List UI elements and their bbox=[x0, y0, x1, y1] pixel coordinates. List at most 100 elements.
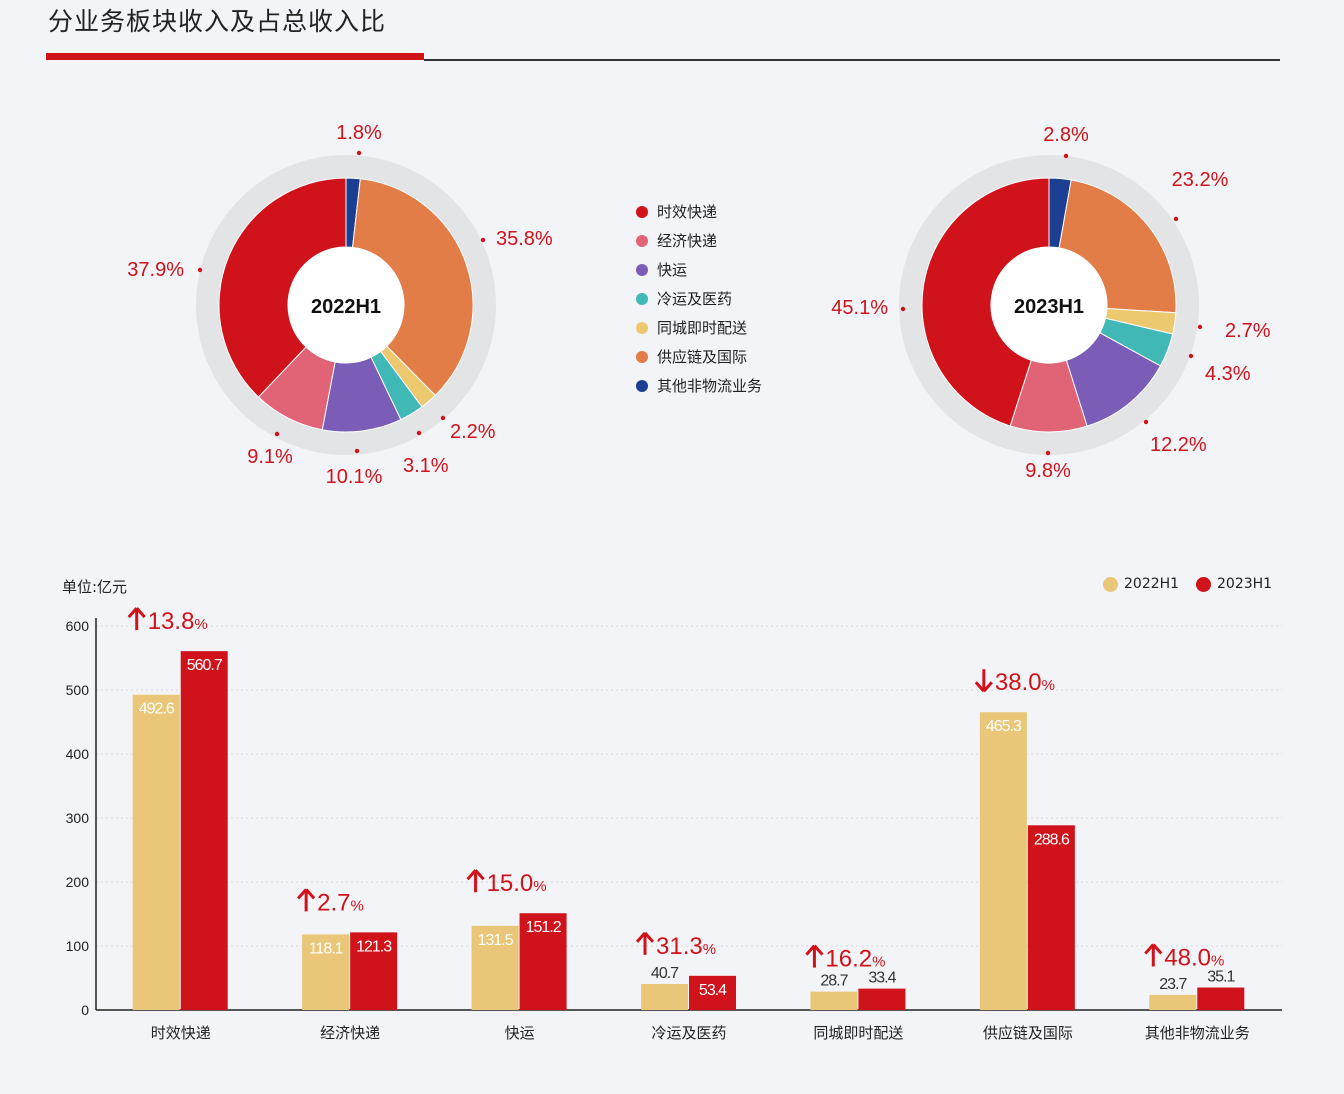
legend-2022-swatch bbox=[1103, 576, 1118, 592]
y-tick-label: 500 bbox=[66, 682, 90, 698]
pie-label-dot bbox=[1173, 216, 1179, 222]
pie-label-dot bbox=[440, 415, 446, 421]
legend-item: 快运 bbox=[636, 255, 762, 284]
change-annotation: 38.0% bbox=[974, 669, 1055, 696]
change-annotation: 16.2% bbox=[805, 944, 885, 973]
bar-value-label-2023: 35.1 bbox=[1207, 969, 1235, 986]
bar-value-label-2022: 131.5 bbox=[478, 932, 514, 949]
donut-center-title: 2023H1 bbox=[1014, 296, 1084, 318]
change-unit: % bbox=[703, 941, 716, 958]
legend-label: 时效快递 bbox=[657, 203, 718, 221]
pie-data-label: 2.7% bbox=[1225, 320, 1271, 342]
y-tick-label: 400 bbox=[66, 746, 90, 762]
change-annotation: 48.0% bbox=[1144, 943, 1224, 972]
bar-2022 bbox=[810, 991, 858, 1010]
y-tick-label: 200 bbox=[66, 874, 90, 890]
pie-data-label: 45.1% bbox=[831, 297, 888, 319]
x-tick-label: 冷运及医药 bbox=[651, 1024, 726, 1042]
change-unit: % bbox=[1211, 953, 1224, 970]
change-unit: % bbox=[872, 954, 885, 971]
pie-data-label: 9.8% bbox=[1025, 460, 1071, 482]
legend-item: 其他非物流业务 bbox=[636, 371, 762, 400]
legend-label: 经济快递 bbox=[657, 232, 718, 250]
change-label: 13.8% bbox=[148, 608, 208, 635]
x-tick-label: 同城即时配送 bbox=[813, 1024, 903, 1042]
up-arrow-icon bbox=[635, 931, 655, 955]
y-tick-label: 100 bbox=[66, 938, 90, 954]
bar-2023 bbox=[180, 651, 228, 1010]
legend-swatch bbox=[636, 350, 648, 363]
pie-data-label: 3.1% bbox=[403, 455, 449, 477]
bar-value-label-2022: 23.7 bbox=[1159, 976, 1187, 993]
legend-swatch bbox=[636, 292, 648, 305]
x-tick-label: 经济快递 bbox=[320, 1024, 380, 1042]
change-unit: % bbox=[194, 616, 207, 633]
legend-2023: 2023H1 bbox=[1196, 576, 1272, 592]
bar-value-label-2022: 118.1 bbox=[309, 940, 344, 957]
legend-label: 快运 bbox=[657, 261, 688, 279]
up-arrow-icon bbox=[127, 607, 146, 631]
down-arrow-icon bbox=[974, 669, 993, 693]
bar-value-label-2022: 40.7 bbox=[651, 965, 679, 982]
bar-value-label-2023: 121.3 bbox=[356, 938, 392, 955]
legend-2023-swatch bbox=[1196, 576, 1211, 592]
bar-2022 bbox=[132, 694, 180, 1010]
change-unit: % bbox=[1042, 677, 1055, 694]
up-arrow-icon bbox=[805, 944, 824, 968]
legend-label: 同城即时配送 bbox=[657, 319, 748, 337]
pie-data-label: 10.1% bbox=[326, 466, 383, 488]
change-unit: % bbox=[533, 878, 546, 895]
legend-swatch bbox=[636, 205, 648, 218]
up-arrow-icon bbox=[297, 888, 316, 912]
bar-value-label-2023: 560.7 bbox=[187, 657, 223, 674]
bar-value-label-2023: 151.2 bbox=[526, 919, 562, 936]
pie-data-label: 4.3% bbox=[1205, 363, 1251, 385]
bar-value-label-2022: 465.3 bbox=[986, 718, 1022, 735]
change-label: 16.2% bbox=[825, 946, 885, 973]
pie-label-dot bbox=[1045, 450, 1051, 456]
bar-value-label-2022: 28.7 bbox=[820, 973, 848, 990]
legend-item: 经济快递 bbox=[636, 226, 762, 255]
bar-value-label-2022: 492.6 bbox=[139, 701, 175, 718]
legend-swatch bbox=[636, 263, 648, 276]
pie-data-label: 1.8% bbox=[336, 122, 382, 144]
x-tick-label: 其他非物流业务 bbox=[1145, 1024, 1250, 1042]
bar-2023 bbox=[350, 932, 398, 1010]
up-arrow-icon bbox=[466, 869, 485, 893]
change-annotation: 31.3% bbox=[635, 931, 716, 960]
donut-center bbox=[288, 247, 404, 363]
bar-2023 bbox=[1027, 825, 1075, 1010]
change-annotation: 2.7% bbox=[297, 888, 364, 916]
bar-2023 bbox=[1197, 987, 1245, 1010]
y-tick-label: 600 bbox=[66, 618, 90, 634]
change-label: 2.7% bbox=[317, 889, 364, 916]
bar-value-label-2023: 288.6 bbox=[1034, 831, 1070, 848]
pie-data-label: 2.2% bbox=[450, 421, 496, 443]
y-tick-label: 0 bbox=[81, 1002, 89, 1018]
y-tick-label: 300 bbox=[66, 810, 90, 826]
bar-2023 bbox=[519, 913, 567, 1010]
title-rule bbox=[424, 59, 1280, 61]
pie-data-label: 23.2% bbox=[1172, 169, 1229, 191]
pie-label-dot bbox=[1143, 419, 1149, 425]
bar-2022 bbox=[641, 983, 688, 1010]
bar-2023 bbox=[689, 975, 736, 1010]
x-tick-label: 时效快递 bbox=[151, 1024, 211, 1042]
legend-2022: 2022H1 bbox=[1103, 576, 1179, 592]
change-label: 48.0% bbox=[1164, 945, 1224, 972]
legend-label: 冷运及医药 bbox=[657, 290, 733, 308]
x-tick-label: 快运 bbox=[505, 1024, 535, 1042]
bar-2023 bbox=[858, 988, 906, 1010]
up-arrow-icon bbox=[1144, 943, 1163, 967]
pie-label-dot bbox=[1197, 324, 1203, 330]
pie-label-dot bbox=[197, 267, 203, 273]
legend-swatch bbox=[636, 321, 648, 334]
pie-label-dot bbox=[356, 150, 362, 156]
change-annotation: 13.8% bbox=[127, 607, 208, 635]
legend-label: 其他非物流业务 bbox=[657, 377, 763, 395]
pie-data-label: 37.9% bbox=[127, 259, 184, 281]
legend-item: 时效快递 bbox=[636, 197, 762, 226]
legend-item: 供应链及国际 bbox=[636, 342, 762, 371]
pie-label-dot bbox=[416, 430, 422, 436]
